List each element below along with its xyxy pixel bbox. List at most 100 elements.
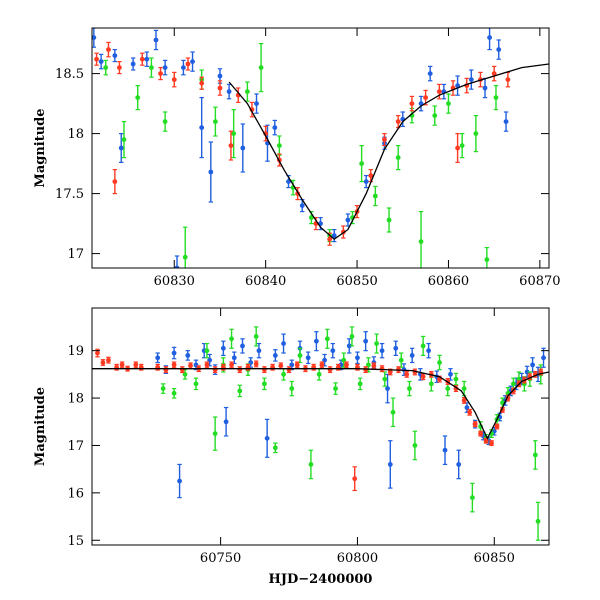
top-data-point — [112, 179, 118, 185]
bottom-series-2-point-23 — [278, 362, 284, 370]
bottom-data-point — [390, 409, 396, 415]
bottom-data-point — [294, 362, 300, 368]
top-data-point — [208, 169, 214, 175]
bottom-series-1-point-16 — [308, 449, 314, 480]
top-data-point — [276, 143, 282, 149]
top-data-point — [496, 47, 502, 52]
bottom-data-point — [428, 381, 434, 387]
top-data-point — [162, 119, 168, 124]
bottom-data-point — [385, 386, 390, 391]
bottom-series-1-point-15 — [297, 347, 303, 364]
bottom-series-0-point-23 — [330, 342, 336, 359]
top-x-tick-label: 60830 — [154, 274, 195, 289]
top-series-1-point-11 — [276, 135, 282, 156]
bottom-series-2-point-47 — [467, 408, 473, 416]
top-series-2-point-9 — [217, 80, 223, 96]
bottom-series-2-point-0 — [95, 348, 100, 358]
top-data-point — [117, 65, 122, 70]
top-data-point — [254, 101, 259, 106]
bottom-series-1 — [160, 326, 544, 541]
bottom-data-point — [445, 386, 451, 391]
top-series-0-point-16 — [254, 93, 259, 114]
bottom-series-2-point-39 — [404, 370, 410, 378]
bottom-series-1-point-32 — [437, 354, 442, 371]
top-series-1-point-7 — [212, 106, 218, 137]
top-data-point — [185, 61, 191, 67]
bottom-data-point — [177, 478, 182, 484]
bottom-series-0-point-7 — [207, 353, 213, 367]
bottom-series-2-point-28 — [319, 361, 325, 369]
bottom-data-point — [253, 334, 259, 339]
bottom-series-0-point-34 — [409, 347, 415, 364]
top-data-point — [468, 77, 474, 82]
top-series-2-point-4 — [139, 52, 145, 66]
top-series-1-point-24 — [459, 133, 465, 159]
top-series-1-point-3 — [149, 57, 154, 78]
top-data-point — [106, 47, 111, 52]
top-series-2-point-27 — [455, 133, 460, 163]
top-series-2-point-31 — [505, 71, 511, 88]
bottom-series-2-point-2 — [106, 356, 111, 364]
bottom-series-1-point-47 — [532, 440, 538, 470]
top-series-0-point-9 — [181, 59, 186, 76]
top-data-point — [153, 37, 159, 43]
top-series-1-point-10 — [258, 42, 264, 93]
bottom-series-1-point-13 — [281, 368, 286, 381]
bottom-data-point — [327, 367, 333, 373]
bottom-series-0-point-16 — [272, 349, 278, 362]
top-data-point — [363, 179, 369, 185]
top-series-1-point-17 — [372, 185, 378, 207]
top-data-point — [395, 119, 401, 124]
top-data-point — [487, 35, 492, 40]
bottom-series-1-point-24 — [374, 333, 379, 354]
bottom-series-0-point-17 — [281, 333, 286, 354]
bottom-data-point — [308, 462, 314, 467]
bottom-data-point — [382, 376, 388, 382]
bottom-data-point — [223, 419, 229, 425]
bottom-data-point — [281, 371, 286, 377]
bottom-data-point — [272, 445, 278, 451]
bottom-data-point — [357, 381, 363, 387]
top-data-point — [258, 65, 264, 70]
top-series-0-point-14 — [226, 83, 232, 100]
top-series-2-point-6 — [171, 71, 177, 88]
top-x-tick-label: 60870 — [519, 274, 560, 289]
top-y-tick-label: 18 — [67, 127, 84, 142]
top-data-point — [372, 193, 378, 199]
top-data-point — [149, 65, 154, 70]
bottom-data-point — [393, 345, 399, 351]
bottom-data-point — [95, 350, 100, 356]
top-series-1-point-27 — [493, 84, 499, 111]
top-data-point — [436, 89, 442, 94]
bottom-series-1-point-34 — [453, 372, 459, 386]
top-data-point — [503, 119, 509, 124]
top-series-1-point-25 — [473, 114, 479, 153]
bottom-data-point — [420, 374, 426, 380]
bottom-series-0-point-21 — [313, 331, 319, 352]
bottom-series-0-point-32 — [393, 340, 399, 356]
bottom-data-point — [119, 362, 125, 368]
top-y-tick-label: 17 — [67, 247, 84, 262]
bottom-data-point — [229, 362, 234, 368]
bottom-data-point — [426, 348, 431, 354]
top-series-0-point-35 — [503, 111, 509, 132]
top-series-0-point-32 — [482, 77, 488, 99]
bottom-data-point — [319, 362, 325, 368]
top-axes-frame — [91, 27, 550, 269]
top-series-1-point-2 — [135, 84, 141, 111]
top-series-0-point-34 — [496, 39, 502, 60]
bottom-data-point — [204, 348, 210, 354]
bottom-data-point — [256, 348, 262, 354]
top-series-0-point-11 — [199, 96, 205, 159]
top-data-point — [331, 233, 337, 239]
bottom-data-point — [464, 405, 470, 410]
bottom-series-0-point-15 — [264, 418, 270, 458]
top-series-0-point-33 — [487, 28, 492, 51]
bottom-series-2-point-21 — [262, 366, 267, 374]
top-series-1-point-22 — [432, 105, 438, 126]
top-series-layer — [92, 28, 511, 268]
bottom-series-1-point-48 — [535, 501, 541, 541]
bottom-series-1-point-4 — [204, 342, 210, 359]
top-series-2-point-25 — [436, 83, 442, 100]
